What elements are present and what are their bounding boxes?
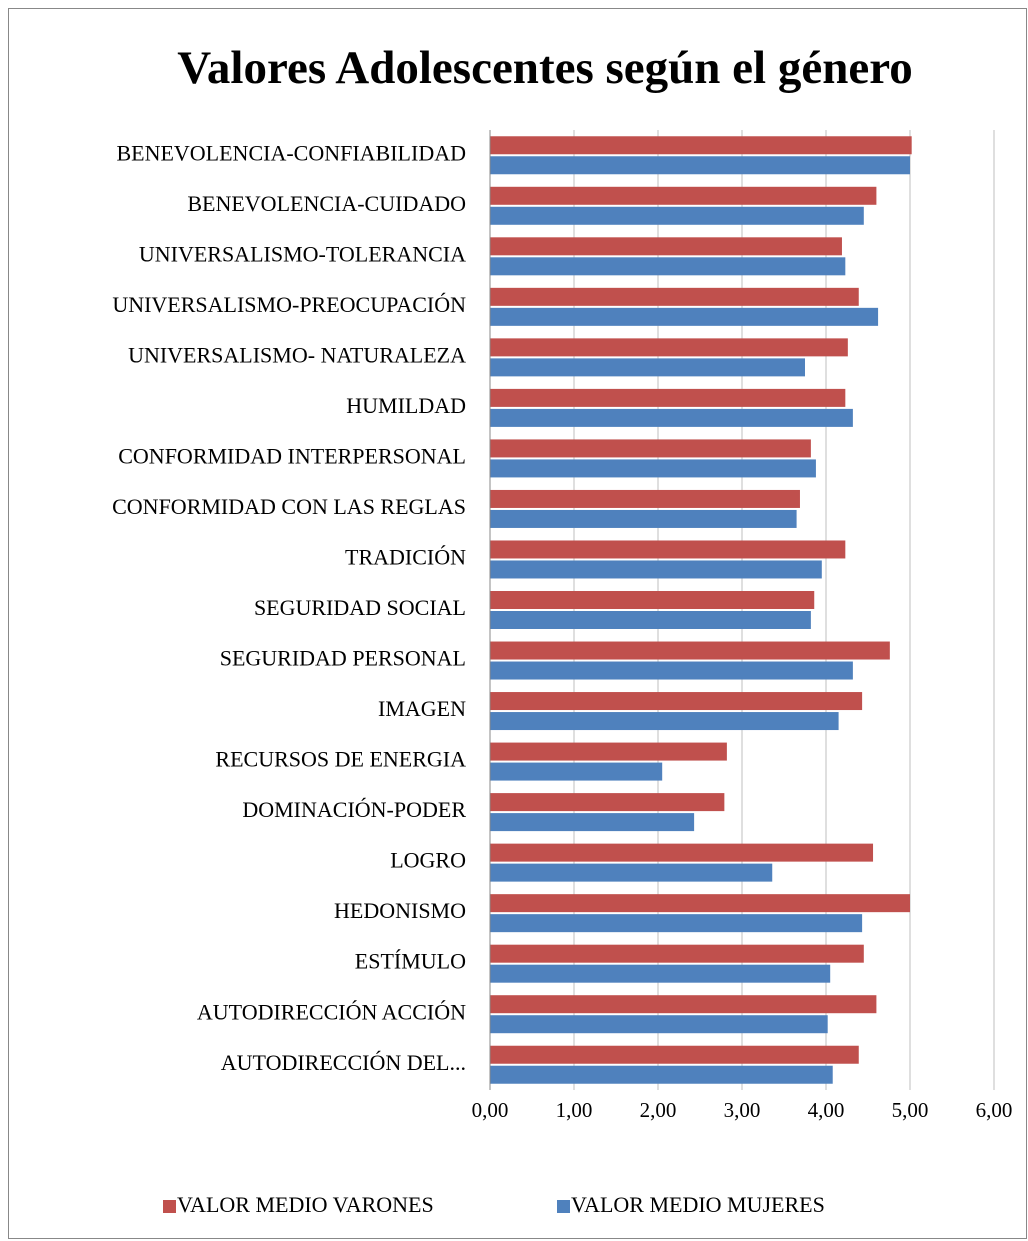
bar — [490, 964, 831, 983]
bar — [490, 156, 910, 175]
y-tick-label: RECURSOS DE ENERGIA — [215, 747, 466, 772]
bar — [490, 1065, 833, 1084]
bar — [490, 408, 853, 427]
y-tick-label: DOMINACIÓN-PODER — [242, 797, 466, 822]
y-tick-label: TRADICIÓN — [345, 545, 466, 570]
x-tick-label: 5,00 — [892, 1098, 929, 1122]
bar — [490, 257, 846, 276]
y-tick-label: SEGURIDAD SOCIAL — [254, 595, 466, 620]
bar — [490, 611, 811, 629]
y-tick-label: ESTÍMULO — [355, 949, 466, 974]
x-tick-label: 4,00 — [808, 1098, 845, 1122]
bar — [490, 914, 863, 933]
y-tick-label: UNIVERSALISMO-PREOCUPACIÓN — [112, 292, 466, 317]
bar — [490, 560, 822, 579]
bar — [490, 1015, 828, 1034]
y-tick-label: UNIVERSALISMO-TOLERANCIA — [139, 241, 466, 266]
bar — [490, 307, 879, 326]
bar — [490, 692, 863, 711]
y-tick-label: LOGRO — [390, 848, 466, 873]
bar — [490, 388, 846, 407]
bar — [490, 641, 890, 660]
x-tick-label: 6,00 — [976, 1098, 1013, 1122]
bar — [490, 459, 816, 478]
y-tick-label: IMAGEN — [378, 696, 466, 721]
bar — [490, 742, 727, 761]
bar — [490, 136, 912, 155]
legend-label: VALOR MEDIO VARONES — [177, 1192, 434, 1217]
y-tick-label: HUMILDAD — [346, 393, 466, 418]
bar — [490, 813, 695, 832]
bar — [490, 944, 864, 963]
legend-label: VALOR MEDIO MUJERES — [571, 1192, 825, 1217]
bar — [490, 995, 877, 1014]
y-tick-label: UNIVERSALISMO- NATURALEZA — [128, 342, 466, 367]
y-tick-label: AUTODIRECCIÓN ACCIÓN — [197, 999, 466, 1024]
bar — [490, 186, 877, 205]
bar — [490, 863, 773, 882]
y-tick-label: BENEVOLENCIA-CUIDADO — [187, 191, 466, 216]
bar — [490, 793, 725, 812]
y-tick-label: BENEVOLENCIA-CONFIABILIDAD — [116, 140, 466, 165]
y-tick-label: CONFORMIDAD CON LAS REGLAS — [112, 494, 466, 519]
chart-title: Valores Adolescentes según el género — [177, 42, 913, 94]
bar — [490, 358, 805, 377]
bar — [490, 439, 811, 458]
bar — [490, 894, 910, 913]
bar — [490, 540, 846, 559]
bar — [490, 237, 842, 256]
y-tick-label: SEGURIDAD PERSONAL — [220, 646, 466, 671]
bar — [490, 287, 859, 306]
bar — [490, 712, 839, 731]
x-tick-label: 2,00 — [640, 1098, 677, 1122]
legend-swatch — [163, 1200, 176, 1213]
bar — [490, 509, 797, 528]
bar — [490, 843, 874, 862]
bar — [490, 338, 848, 357]
y-tick-label: CONFORMIDAD INTERPERSONAL — [118, 443, 466, 468]
x-tick-label: 3,00 — [724, 1098, 761, 1122]
bar — [490, 206, 864, 225]
x-tick-label: 0,00 — [472, 1098, 509, 1122]
legend-swatch — [557, 1200, 570, 1213]
bar — [490, 489, 800, 508]
bar — [490, 1045, 859, 1064]
x-tick-label: 1,00 — [556, 1098, 593, 1122]
bar — [490, 591, 815, 609]
bar — [490, 661, 853, 680]
bar — [490, 762, 663, 781]
y-tick-label: HEDONISMO — [334, 898, 466, 923]
y-tick-label: AUTODIRECCIÓN DEL... — [221, 1050, 466, 1075]
